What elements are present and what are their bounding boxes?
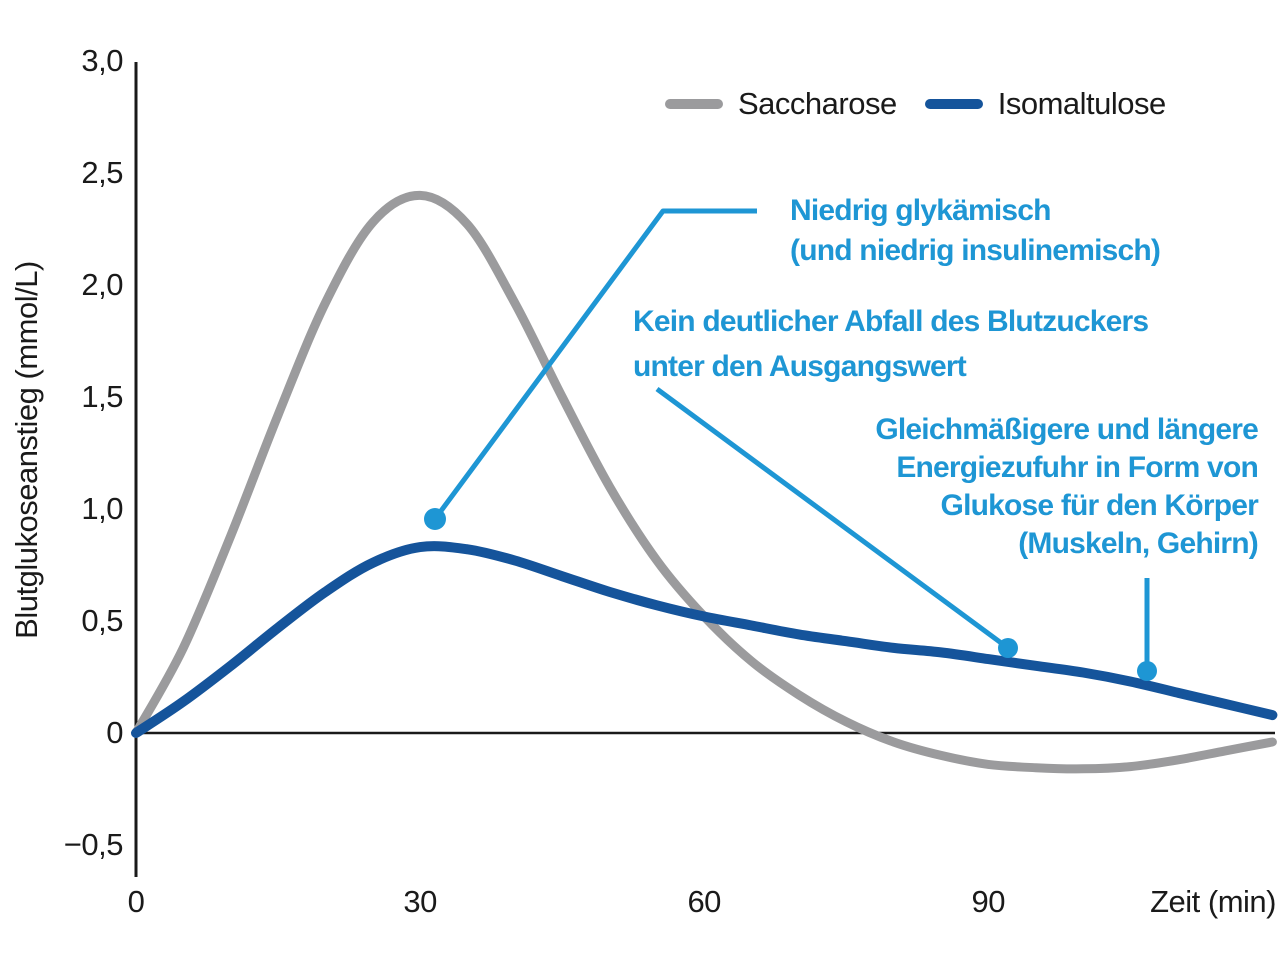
annotation-connector-1 [432,208,757,521]
legend: Saccharose Isomaltulose [665,86,1166,122]
x-tick-label: 30 [403,884,437,919]
legend-swatch-icon [924,99,983,109]
annotation-connector-2 [655,386,1010,651]
legend-item-saccharose: Saccharose [665,86,897,122]
annotation-line: Gleichmäßigere und längere [875,413,1258,446]
y-tick-label: 2,5 [81,155,123,190]
y-tick-label: 3,0 [81,43,123,78]
annotation-line: Glukose für den Körper [940,489,1259,522]
y-tick-label: 0 [106,715,123,750]
legend-item-isomaltulose: Isomaltulose [924,86,1167,122]
curve-saccharose [131,190,1277,774]
y-tick-label: −0,5 [63,827,124,862]
legend-swatch-icon [665,99,723,109]
annotation-text-3: Gleichmäßigere und längere Energiezufuhr … [875,411,1258,563]
y-tick-label: 1,0 [81,491,123,526]
annotation-line: (und niedrig insulinemisch) [790,234,1161,267]
annotation-line: Kein deutlicher Abfall des Blutzuckers [633,305,1149,338]
x-tick-label: 60 [687,884,721,919]
y-tick-label: 0,5 [81,603,123,638]
curve-isomaltulose [131,541,1278,738]
legend-label: Saccharose [738,86,897,121]
annotation-line: (Muskeln, Gehirn) [1018,527,1259,560]
annotation-dot-1 [424,508,446,530]
x-tick-label: 90 [971,884,1006,919]
y-tick-label: 1,5 [81,379,123,414]
annotation-line: unter den Ausgangswert [633,350,967,383]
y-axis-title: Blutglukoseanstieg (mmol/L) [9,261,44,639]
annotation-line: Energiezufuhr in Form von [896,451,1258,484]
annotation-text-2: Kein deutlicher Abfall des Blutzuckers un… [633,299,1149,389]
annotation-text-1: Niedrig glykämisch (und niedrig insulinem… [790,191,1161,271]
annotation-dot-2 [998,638,1018,658]
x-axis-title: Zeit (min) [1150,884,1276,919]
y-tick-label: 2,0 [81,267,123,302]
x-tick-label: 0 [127,884,145,919]
legend-label: Isomaltulose [997,86,1167,121]
annotation-dot-3 [1137,661,1157,681]
annotation-line: Niedrig glykämisch [790,194,1052,227]
